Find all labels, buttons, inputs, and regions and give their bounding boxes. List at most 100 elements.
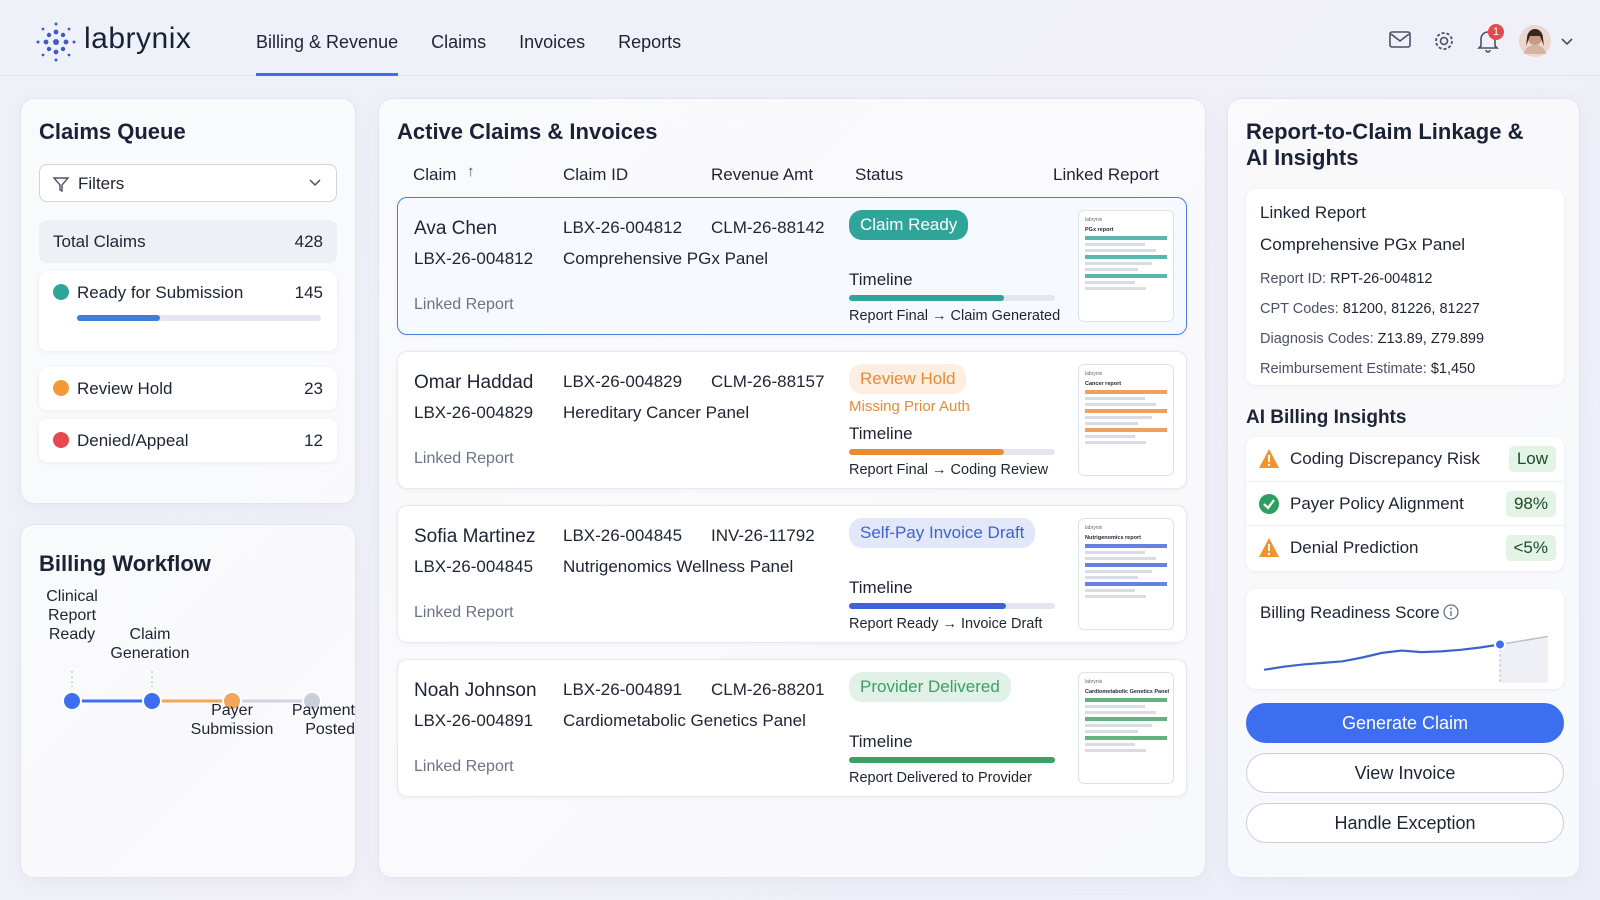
- sparkline-point: [1494, 638, 1506, 651]
- claim-row[interactable]: Ava Chen LBX-26-004812 Linked Report LBX-26…: [397, 197, 1187, 335]
- column-header[interactable]: Claim: [413, 165, 457, 184]
- step-label-box: Clinical Report Ready: [46, 588, 98, 643]
- status-dot: [53, 380, 69, 396]
- report-thumbnail[interactable]: labrynix Nutrigenomics report: [1078, 518, 1174, 630]
- thumb-title: Cardiometabolic Genetics Panel: [1085, 689, 1170, 695]
- thumb-line: [1085, 262, 1153, 265]
- insight-label: Denial Prediction: [1290, 538, 1419, 557]
- claim-id: LBX-26-004829: [563, 372, 683, 391]
- warning-dot: [1267, 552, 1271, 556]
- report-field: Diagnosis Codes: Z13.89, Z79.899: [1260, 331, 1484, 347]
- timeline-track: [849, 603, 1055, 609]
- status-column: Claim Ready Timeline Report Final → Claim …: [849, 210, 1061, 324]
- field-value: Z13.89, Z79.899: [1377, 331, 1485, 347]
- status-badge: Provider Delivered: [849, 672, 1011, 702]
- readiness-card: Billing Readiness Score: [1246, 589, 1564, 689]
- thumb-brand: labrynix: [1085, 371, 1103, 377]
- claim-row[interactable]: Noah Johnson LBX-26-004891 Linked Report LB…: [397, 659, 1187, 797]
- settings-icon[interactable]: [1432, 29, 1456, 53]
- thumb-line: [1085, 736, 1167, 740]
- report-thumbnail[interactable]: labrynix Cardiometabolic Genetics Panel: [1078, 672, 1174, 784]
- step-label: Clinical Report Ready: [46, 588, 98, 643]
- insight-value: <5%: [1505, 535, 1556, 561]
- status-count: 12: [304, 431, 323, 450]
- section-title: AI Billing Insights: [1246, 407, 1407, 428]
- status-badge: Review Hold: [849, 364, 967, 394]
- warning-mark: [1268, 544, 1270, 551]
- claim-row[interactable]: Sofia Martinez LBX-26-004845 Linked Report…: [397, 505, 1187, 643]
- thumb-title: Cancer report: [1085, 381, 1122, 387]
- timeline-text: Report Final → Claim Generated: [849, 308, 1061, 324]
- thumb-line: [1085, 390, 1167, 394]
- thumb-line: [1085, 249, 1156, 252]
- thumb-line: [1085, 576, 1139, 579]
- readiness-sparkline: [1263, 635, 1549, 683]
- thumb-line: [1085, 570, 1153, 573]
- status-item[interactable]: Review Hold 23: [39, 367, 337, 410]
- notification-badge: 1: [1488, 24, 1504, 40]
- thumb-line: [1085, 730, 1139, 733]
- info-icon[interactable]: [1442, 603, 1460, 621]
- action-button[interactable]: Generate Claim: [1246, 703, 1564, 743]
- reference-id: INV-26-11792: [711, 526, 815, 545]
- step-label: Claim Generation: [110, 626, 190, 662]
- report-thumbnail[interactable]: labrynix Cancer report: [1078, 364, 1174, 476]
- action-button[interactable]: View Invoice: [1246, 753, 1564, 793]
- mail-icon[interactable]: [1388, 30, 1412, 50]
- patient-name: Sofia Martinez: [414, 526, 536, 547]
- sort-icon: ↑: [467, 163, 475, 180]
- reference-id: CLM-26-88142: [711, 218, 825, 237]
- step-label-box: Payer Submission: [190, 702, 274, 738]
- progress-bar: [77, 315, 160, 321]
- workflow-node: [62, 691, 82, 711]
- action-button[interactable]: Handle Exception: [1246, 803, 1564, 843]
- chevron: [309, 179, 321, 187]
- thumb-line: [1085, 268, 1139, 271]
- step-label: Payment Posted: [291, 702, 355, 738]
- workflow-diagram: Clinical Report Ready Claim Generation Pay…: [46, 588, 355, 738]
- thumb-line: [1085, 274, 1167, 278]
- step-label-box: Claim Generation: [110, 626, 190, 662]
- nav-item[interactable]: Claims: [431, 32, 487, 52]
- thumb-line: [1085, 236, 1167, 240]
- field-value: 81200, 81226, 81227: [1342, 301, 1480, 317]
- timeline-label: Timeline: [849, 578, 913, 597]
- panel-name: Nutrigenomics Wellness Panel: [563, 557, 794, 576]
- nav-item[interactable]: Billing & Revenue: [256, 0, 399, 76]
- column-header: Status: [855, 165, 904, 184]
- status-label: Ready for Submission: [77, 283, 244, 302]
- status-item[interactable]: Denied/Appeal 12: [39, 419, 337, 462]
- status-count: 145: [294, 283, 323, 302]
- timeline-track: [849, 295, 1055, 301]
- linked-label: Linked Report: [414, 604, 514, 621]
- avatar[interactable]: [1518, 24, 1578, 58]
- insight-icon: [1259, 494, 1279, 514]
- step-label: Payer Submission: [190, 702, 274, 738]
- nav: Billing & Revenue Claims Invoices Reports: [256, 0, 681, 76]
- total-value: 428: [294, 232, 323, 251]
- report-thumbnail[interactable]: labrynix PGx report: [1078, 210, 1174, 322]
- insight-value: 98%: [1505, 491, 1556, 517]
- claims-queue: Claims Queue Filters Total Claims 428 Re…: [20, 98, 356, 504]
- claim-row[interactable]: Omar Haddad LBX-26-004829 Linked Report LBX…: [397, 351, 1187, 489]
- lab-id: LBX-26-004891: [414, 711, 534, 730]
- status-dot: [53, 284, 69, 300]
- status-column: Review Hold Missing Prior Auth Timeline Rep…: [849, 364, 1059, 478]
- status-item[interactable]: Ready for Submission 145: [39, 271, 337, 351]
- thumb-line: [1085, 705, 1145, 708]
- timeline-progress: [849, 449, 1004, 455]
- nav-item[interactable]: Invoices: [519, 32, 586, 52]
- filter-dropdown[interactable]: Filters: [39, 164, 337, 202]
- lab-id: LBX-26-004829: [414, 403, 534, 422]
- linked-report-card: Linked Report Comprehensive PGx Panel Re…: [1246, 189, 1564, 385]
- claim-id: LBX-26-004845: [563, 526, 683, 545]
- status-column: Provider Delivered Timeline Report Deliver…: [849, 672, 1059, 786]
- thumb-line: [1085, 435, 1136, 438]
- field-label: Diagnosis Codes:: [1260, 331, 1374, 347]
- thumb-line: [1085, 544, 1167, 548]
- nav-item[interactable]: Reports: [618, 32, 682, 52]
- warning-dot: [1267, 463, 1271, 467]
- field-label: Report ID:: [1260, 271, 1327, 287]
- status-dot: [53, 432, 69, 448]
